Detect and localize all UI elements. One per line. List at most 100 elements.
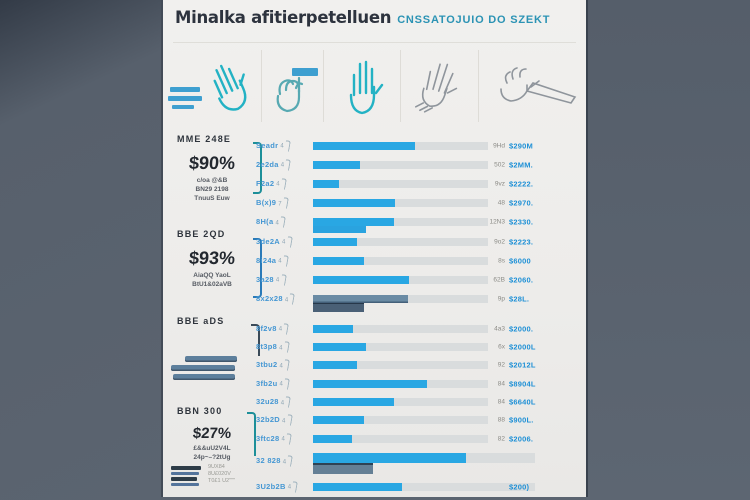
chart-row: 8H(a 4 12N3 $2330. [256, 213, 586, 234]
row-label-number: 4 [276, 181, 280, 188]
label-bracket-icon [285, 414, 293, 426]
title-divider [173, 42, 576, 43]
row-count-text: 9vz [494, 180, 505, 188]
sketch-reaching-hand-icon [487, 57, 579, 115]
stat-lines: £&&uU2V4L 24p~–?2tUg [193, 445, 231, 461]
bar-track [313, 379, 488, 388]
legend-text: 9UX84 8U£020V T0£1 U2""" [208, 464, 235, 484]
row-label-number: 4 [278, 326, 283, 333]
bar-fill [313, 482, 402, 491]
chart-row: 32u28 4 84 $6640L [256, 393, 586, 411]
bar-fill [313, 379, 427, 388]
row-value-text: $2000. [509, 324, 534, 334]
bar-fill [313, 218, 394, 227]
open-palm-icon [335, 55, 389, 117]
label-bracket-icon [281, 197, 289, 209]
chart-row: 3tbu2 4 92 $2012L [256, 356, 586, 374]
row-count-text: 12N3 [489, 218, 505, 226]
bar-track [313, 434, 488, 443]
row-count-text: 84 [497, 398, 505, 406]
row-label-number: 4 [279, 363, 284, 370]
sketch-open-hand-icon [409, 57, 469, 115]
row-label-number: 7 [278, 201, 282, 208]
legend-bar [171, 482, 199, 486]
bar-track [313, 295, 488, 313]
row-label: 8H(a 4 [256, 216, 287, 228]
chart-row: 3U2b2B 4 $200) [256, 477, 586, 497]
row-count-text: 6x [498, 343, 505, 351]
chart-row: 8i24a 4 8s $6000 [256, 251, 586, 270]
bar-fill [313, 324, 354, 333]
label-bracket-icon [284, 159, 292, 171]
stat-group-2: BBE 2QD $93% AiaQQ YaoL BtU1&02aVB [169, 229, 255, 289]
row-count-text: 88 [497, 416, 505, 424]
mini-bar [171, 365, 235, 371]
row-value-text: $2060. [509, 275, 534, 285]
bar-fill [313, 256, 364, 265]
chart-row: 2e2da 4 502 $2MM. [256, 155, 586, 174]
row-label: 8x2x28 4 [256, 293, 296, 305]
row-label-number: 4 [280, 162, 285, 169]
label-bracket-icon [285, 236, 293, 248]
stat-group-3: BBE aDS [169, 316, 255, 326]
bar-fill [313, 453, 467, 464]
chart-row: B(x)9 7 48 $2970. [256, 194, 586, 213]
bar-track [313, 275, 488, 284]
bracket-blue-2 [253, 238, 262, 298]
stat-lines: c/oa @&B BN29 2198 TnuuS Euw [194, 177, 230, 202]
row-value-text: $8904L [509, 379, 536, 389]
bar-fill [313, 361, 357, 370]
row-label-number: 4 [279, 381, 284, 388]
bracket-dark-3 [251, 324, 260, 356]
chart-row: 3fb2u 4 84 $8904L [256, 375, 586, 393]
row-label: 32b2D 4 [256, 414, 293, 426]
row-count-text: 62B [493, 276, 505, 284]
bar-track [313, 141, 488, 150]
legend-bar [171, 477, 197, 481]
stat-heading: MME 248E [177, 134, 232, 144]
row-value-text: $2970. [509, 198, 534, 208]
bar-track [313, 398, 488, 407]
row-value-text: $2MM. [509, 160, 533, 170]
bar-fill [313, 343, 366, 352]
row-count-text: 82 [497, 435, 505, 443]
bar-fill [313, 160, 361, 169]
row-count-text: 4a3 [494, 325, 505, 333]
chart-row: 8f2v8 4 4a3 $2000. [256, 320, 586, 338]
row-label-number: 4 [278, 258, 282, 265]
row-label-number: 4 [281, 436, 286, 443]
bar-fill [313, 275, 410, 284]
row-label: 3fb2u 4 [256, 378, 291, 390]
icon-cell-1 [163, 50, 263, 122]
row-count-text: 9Hd [493, 142, 505, 150]
row-label: 3tbu2 4 [256, 359, 291, 371]
row-value-text: $2222. [509, 179, 534, 189]
row-label: 3de2A 4 [256, 236, 293, 248]
legend-bar [171, 471, 199, 475]
row-label: 8t3p8 4 [256, 341, 290, 353]
legend-bars [171, 464, 201, 486]
stat-big-value: $93% [188, 248, 236, 268]
label-bracket-icon [285, 433, 293, 445]
bracket-teal-1 [253, 142, 262, 194]
stat-heading: BBN 300 [177, 406, 223, 416]
row-label: 3U2b2B 4 [256, 481, 299, 493]
bar-track [313, 218, 488, 234]
bar-track [313, 324, 488, 333]
row-label: Seadr 4 [256, 140, 291, 152]
row-label: 8i24a 4 [256, 255, 289, 267]
label-bracket-icon [284, 140, 291, 152]
stat-big-value: $27% [192, 425, 232, 442]
bar-track [313, 343, 488, 352]
hand-icons-row [163, 50, 586, 122]
bar-subfill [313, 303, 364, 313]
row-value-text: $2006. [509, 434, 534, 444]
stat-group-4: BBN 300 $27% £&&uU2V4L 24p~–?2tUg [169, 406, 255, 462]
bar-track [313, 453, 535, 475]
row-count-text: 84 [497, 380, 505, 388]
row-count-text: 502 [494, 161, 505, 169]
row-value-text: $900L. [509, 415, 534, 425]
row-value-text: $290M [509, 141, 533, 151]
label-bracket-icon [282, 323, 290, 335]
stat-lines: AiaQQ YaoL BtU1&02aVB [192, 272, 232, 288]
